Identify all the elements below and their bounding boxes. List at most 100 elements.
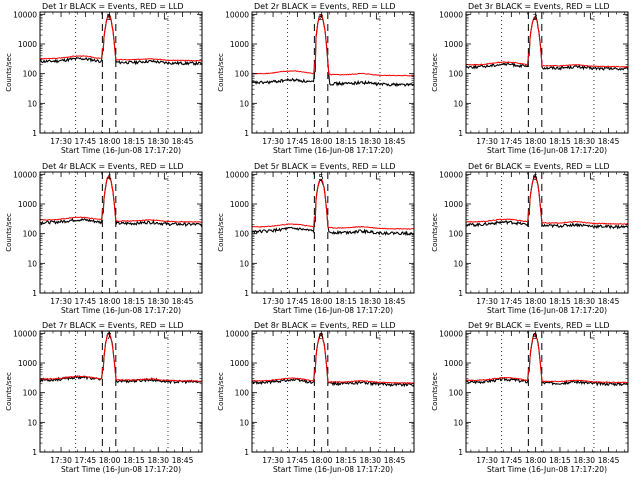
x-tick-label: 17:45 — [287, 456, 309, 465]
x-axis-label: Start Time (16-Jun-08 17:17:20) — [487, 306, 607, 315]
y-axis-label: Counts/sec — [217, 213, 225, 252]
plot-frame — [39, 11, 203, 134]
lld-curve — [251, 334, 415, 384]
y-tick-label: 1000 — [18, 40, 37, 49]
x-tick-label: 18:45 — [598, 297, 620, 306]
panel-title: Det 6r BLACK = Events, RED = LLD — [468, 162, 610, 171]
panel-title: Det 8r BLACK = Events, RED = LLD — [254, 321, 396, 330]
lld-curve — [39, 333, 203, 382]
panel-det-1: Det 1r BLACK = Events, RED = LLD 1 1 10 100 1… — [5, 2, 203, 155]
y-tick-label: 1000 — [18, 359, 37, 368]
x-axis-label: Start Time (16-Jun-08 17:17:20) — [61, 306, 181, 315]
events-curve — [39, 176, 203, 228]
corner-marker — [163, 332, 169, 339]
panel-title: Det 5r BLACK = Events, RED = LLD — [254, 162, 396, 171]
x-tick-label: 18:30 — [147, 297, 169, 306]
x-tick-label: 18:30 — [359, 137, 381, 146]
x-tick-label: 18:15 — [335, 456, 357, 465]
panel-title: Det 1r BLACK = Events, RED = LLD — [42, 2, 184, 11]
y-tick-label: 1 — [244, 289, 249, 298]
corner-marker — [375, 173, 381, 180]
y-axis-label: Counts/sec — [431, 53, 439, 92]
x-tick-label: 18:15 — [123, 137, 145, 146]
y-tick-label: 1000 — [444, 40, 463, 49]
events-curve — [39, 13, 203, 66]
y-tick-label: 100 — [235, 70, 250, 79]
x-tick-label: 17:45 — [501, 456, 523, 465]
x-axis-label: Start Time (16-Jun-08 17:17:20) — [273, 146, 393, 155]
x-tick-label: 17:30 — [262, 456, 284, 465]
lld-curve — [465, 176, 629, 225]
x-tick-label: 18:30 — [147, 456, 169, 465]
events-curve — [465, 15, 629, 71]
panel-title: Det 3r BLACK = Events, RED = LLD — [468, 2, 610, 11]
x-axis-label: Start Time (16-Jun-08 17:17:20) — [273, 465, 393, 474]
plot-frame — [39, 171, 203, 294]
y-tick-label: 100 — [449, 389, 464, 398]
x-tick-label: 18:45 — [384, 456, 406, 465]
x-tick-label: 18:45 — [384, 297, 406, 306]
x-tick-label: 17:45 — [75, 297, 97, 306]
corner-marker — [589, 13, 595, 20]
y-axis-label: Counts/sec — [431, 372, 439, 411]
x-tick-label: 18:15 — [549, 456, 571, 465]
x-tick-label: 18:00 — [311, 297, 333, 306]
y-tick-label: 10000 — [439, 170, 463, 179]
x-tick-label: 18:45 — [384, 137, 406, 146]
detector-marker: 9 — [532, 332, 537, 341]
panel-title: Det 7r BLACK = Events, RED = LLD — [42, 321, 184, 330]
events-curve — [251, 15, 415, 88]
y-tick-label: 100 — [23, 70, 38, 79]
panel-det-2: Det 2r BLACK = Events, RED = LLD 2 1 10 100 1… — [217, 2, 415, 155]
events-curve — [465, 332, 629, 387]
y-tick-label: 1 — [32, 289, 37, 298]
y-tick-label: 100 — [235, 389, 250, 398]
y-tick-label: 10 — [27, 99, 37, 108]
panel-det-7: Det 7r BLACK = Events, RED = LLD 7 1 10 100 1… — [5, 321, 203, 474]
y-tick-label: 1000 — [230, 200, 249, 209]
x-axis-label: Start Time (16-Jun-08 17:17:20) — [61, 465, 181, 474]
x-tick-label: 18:00 — [525, 456, 547, 465]
x-tick-label: 18:45 — [172, 456, 194, 465]
x-tick-label: 18:00 — [311, 456, 333, 465]
y-tick-label: 1000 — [444, 359, 463, 368]
x-axis-label: Start Time (16-Jun-08 17:17:20) — [61, 146, 181, 155]
x-tick-label: 18:45 — [598, 456, 620, 465]
x-tick-label: 17:30 — [50, 456, 72, 465]
y-tick-label: 10000 — [439, 329, 463, 338]
y-tick-label: 10 — [239, 99, 249, 108]
x-tick-label: 18:15 — [335, 137, 357, 146]
corner-marker — [589, 173, 595, 180]
events-curve — [39, 331, 203, 385]
detector-marker: 3 — [532, 13, 537, 22]
x-axis-label: Start Time (16-Jun-08 17:17:20) — [273, 306, 393, 315]
x-tick-label: 17:45 — [75, 137, 97, 146]
lld-curve — [39, 14, 203, 62]
x-tick-label: 18:15 — [123, 297, 145, 306]
detector-marker: 6 — [532, 173, 537, 182]
x-tick-label: 18:30 — [573, 297, 595, 306]
y-tick-label: 10 — [453, 259, 463, 268]
y-tick-label: 10 — [453, 99, 463, 108]
detector-marker: 1 — [106, 13, 111, 22]
corner-marker — [163, 13, 169, 20]
x-tick-label: 18:45 — [172, 137, 194, 146]
y-tick-label: 10000 — [13, 170, 37, 179]
y-tick-label: 1 — [32, 129, 37, 138]
y-tick-label: 100 — [23, 389, 38, 398]
y-tick-label: 10 — [27, 259, 37, 268]
y-tick-label: 10 — [239, 418, 249, 427]
panel-det-4: Det 4r BLACK = Events, RED = LLD 4 1 10 100 1… — [5, 162, 203, 315]
events-curve — [251, 178, 415, 237]
corner-marker — [375, 332, 381, 339]
x-tick-label: 17:30 — [262, 297, 284, 306]
x-tick-label: 17:45 — [75, 456, 97, 465]
y-tick-label: 10 — [239, 259, 249, 268]
y-axis-label: Counts/sec — [217, 372, 225, 411]
y-tick-label: 1000 — [230, 359, 249, 368]
y-tick-label: 1 — [458, 129, 463, 138]
corner-marker — [375, 13, 381, 20]
x-tick-label: 17:30 — [262, 137, 284, 146]
plot-frame — [39, 330, 203, 453]
